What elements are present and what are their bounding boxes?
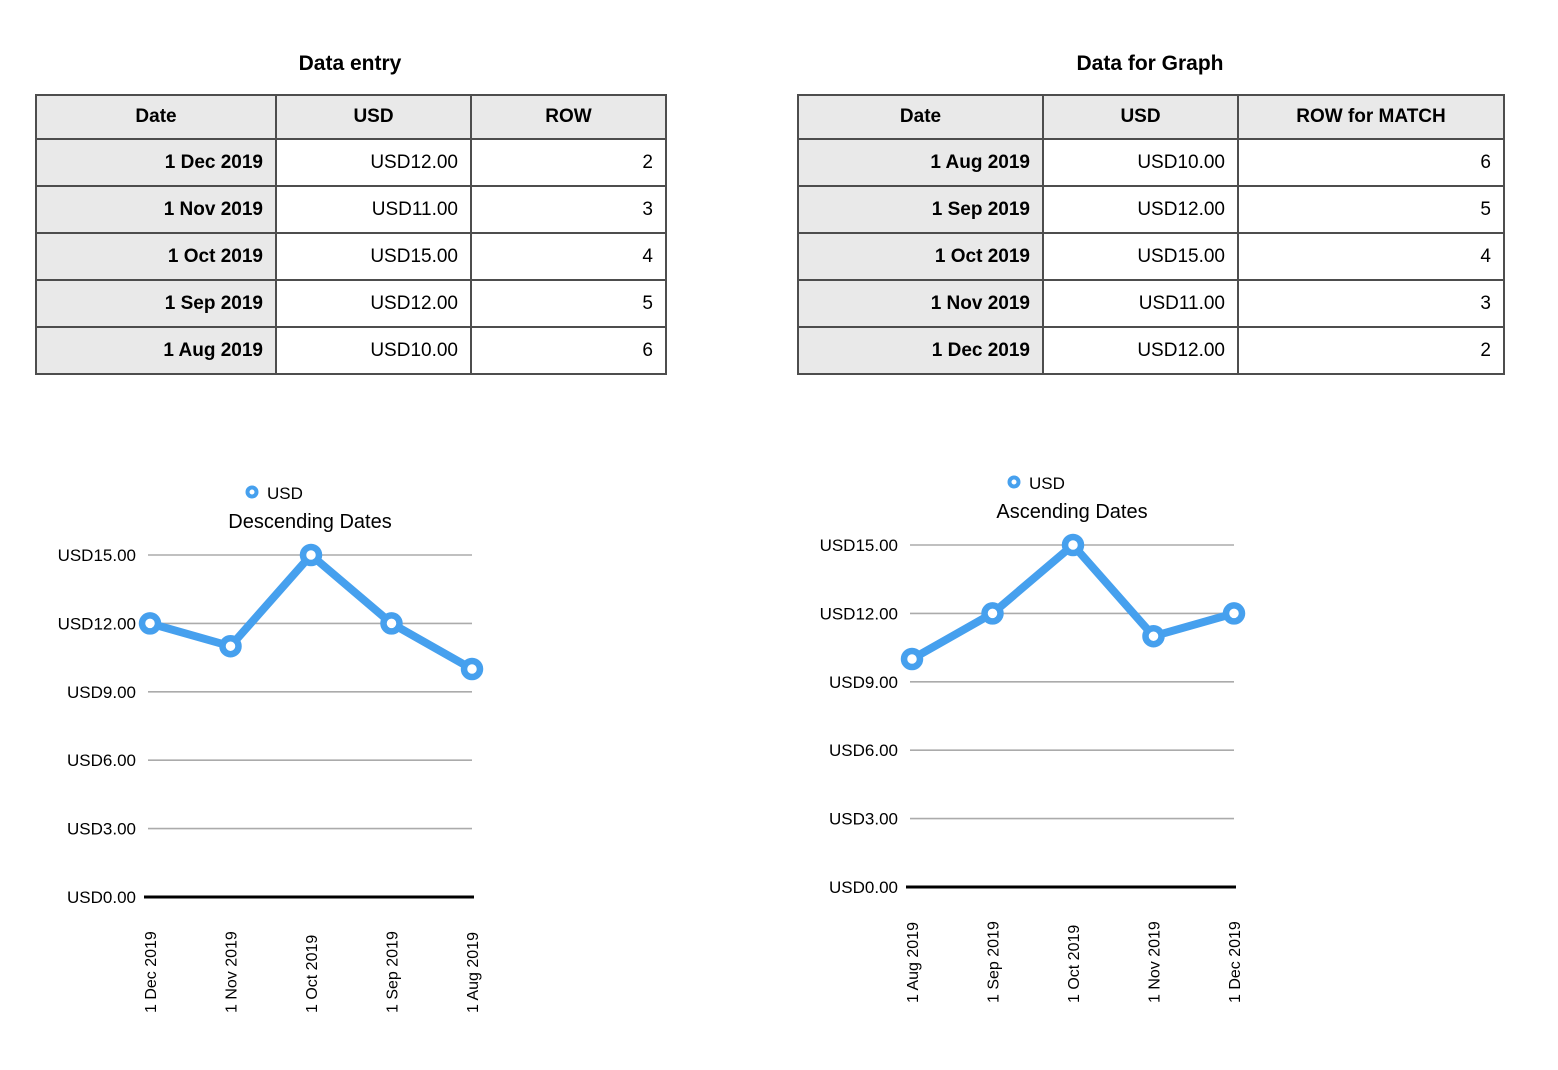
x-axis-tick-label: 1 Dec 2019 — [1227, 921, 1244, 1003]
cell-date: 1 Aug 2019 — [797, 138, 1044, 187]
data-point-marker — [460, 657, 484, 681]
header-row: Date USD ROW for MATCH — [797, 94, 1505, 140]
table-row: 1 Nov 2019 USD11.00 3 — [35, 185, 667, 234]
cell-usd: USD11.00 — [275, 185, 472, 234]
cell-row: 3 — [1237, 279, 1505, 328]
cell-row: 5 — [470, 279, 667, 328]
y-axis-tick-label: USD9.00 — [829, 673, 898, 692]
cell-date: 1 Dec 2019 — [35, 138, 277, 187]
table-row: 1 Oct 2019 USD15.00 4 — [35, 232, 667, 281]
cell-usd: USD10.00 — [275, 326, 472, 375]
cell-row: 3 — [470, 185, 667, 234]
descending-dates-chart: USD Descending Dates USD15.00 USD12.00 USD9.… — [58, 484, 484, 1013]
cell-usd: USD15.00 — [1042, 232, 1239, 281]
table-row: 1 Aug 2019 USD10.00 6 — [35, 326, 667, 375]
x-axis-tick-label: 1 Oct 2019 — [304, 935, 321, 1013]
data-for-graph-table: Date USD ROW for MATCH 1 Aug 2019 USD10.00 6… — [797, 94, 1505, 375]
legend-marker-icon — [245, 485, 259, 499]
cell-date: 1 Sep 2019 — [797, 185, 1044, 234]
cell-usd: USD12.00 — [275, 138, 472, 187]
table-row: 1 Sep 2019 USD12.00 5 — [797, 185, 1505, 234]
y-axis-tick-label: USD6.00 — [829, 741, 898, 760]
data-for-graph-section: Data for Graph Date USD ROW for MATCH 1 Au… — [797, 52, 1505, 375]
column-header: USD — [275, 94, 472, 140]
data-point-marker — [981, 602, 1004, 625]
x-axis-tick-label: 1 Aug 2019 — [465, 932, 482, 1013]
legend-label: USD — [267, 484, 303, 503]
cell-date: 1 Sep 2019 — [35, 279, 277, 328]
data-entry-table: Date USD ROW 1 Dec 2019 USD12.00 2 1 Nov 2019… — [35, 94, 667, 375]
chart-title: Ascending Dates — [996, 501, 1147, 523]
data-point-marker — [219, 634, 242, 658]
cell-usd: USD12.00 — [1042, 185, 1239, 234]
column-header: USD — [1042, 94, 1239, 140]
data-point-marker — [138, 612, 162, 635]
x-axis-tick-label: 1 Oct 2019 — [1066, 925, 1083, 1003]
series-line — [146, 551, 476, 673]
legend-marker-icon — [1007, 475, 1021, 489]
y-axis-tick-label: USD15.00 — [820, 536, 898, 555]
data-entry-section: Data entry Date USD ROW 1 Dec 2019 USD12.00… — [35, 52, 667, 375]
y-axis-tick-label: USD15.00 — [58, 546, 136, 565]
data-point-marker — [900, 647, 924, 671]
table-row: 1 Nov 2019 USD11.00 3 — [797, 279, 1505, 328]
chart-title: Descending Dates — [228, 511, 391, 533]
x-axis-tick-label: 1 Sep 2019 — [986, 921, 1003, 1003]
x-axis-tick-label: 1 Dec 2019 — [143, 931, 160, 1013]
x-axis-tick-label: 1 Nov 2019 — [224, 931, 241, 1013]
cell-date: 1 Aug 2019 — [35, 326, 277, 375]
x-axis-tick-label: 1 Aug 2019 — [905, 922, 922, 1003]
table-row: 1 Sep 2019 USD12.00 5 — [35, 279, 667, 328]
cell-date: 1 Nov 2019 — [797, 279, 1044, 328]
data-point-marker — [1061, 533, 1085, 557]
cell-usd: USD10.00 — [1042, 138, 1239, 187]
y-axis-tick-label: USD0.00 — [67, 888, 136, 907]
cell-date: 1 Oct 2019 — [797, 232, 1044, 281]
column-header: ROW for MATCH — [1237, 94, 1505, 140]
table-title-data-for-graph: Data for Graph — [1076, 52, 1224, 75]
ascending-dates-chart: USD Ascending Dates USD15.00 USD12.00 USD9.0… — [820, 474, 1246, 1003]
cell-usd: USD12.00 — [275, 279, 472, 328]
cell-usd: USD11.00 — [1042, 279, 1239, 328]
column-header: ROW — [470, 94, 667, 140]
y-axis-tick-label: USD12.00 — [58, 614, 136, 633]
series-line — [908, 541, 1238, 663]
table-title-data-entry: Data entry — [298, 52, 402, 75]
data-point-marker — [299, 543, 323, 567]
cell-date: 1 Oct 2019 — [35, 232, 277, 281]
y-axis-tick-label: USD6.00 — [67, 751, 136, 770]
cell-date: 1 Dec 2019 — [797, 326, 1044, 375]
table-row: 1 Aug 2019 USD10.00 6 — [797, 138, 1505, 187]
cell-row: 4 — [1237, 232, 1505, 281]
cell-row: 5 — [1237, 185, 1505, 234]
legend-label: USD — [1029, 474, 1065, 493]
y-axis-tick-label: USD3.00 — [67, 820, 136, 839]
x-axis-tick-label: 1 Nov 2019 — [1147, 921, 1164, 1003]
y-axis-tick-label: USD3.00 — [829, 810, 898, 829]
table-row: 1 Dec 2019 USD12.00 2 — [797, 326, 1505, 375]
table-row: 1 Oct 2019 USD15.00 4 — [797, 232, 1505, 281]
y-axis-tick-label: USD9.00 — [67, 683, 136, 702]
cell-usd: USD15.00 — [275, 232, 472, 281]
header-row: Date USD ROW — [35, 94, 667, 140]
cell-row: 2 — [470, 138, 667, 187]
data-point-marker — [1222, 602, 1246, 625]
cell-row: 6 — [470, 326, 667, 375]
data-point-marker — [380, 612, 403, 635]
cell-row: 6 — [1237, 138, 1505, 187]
cell-date: 1 Nov 2019 — [35, 185, 277, 234]
column-header: Date — [35, 94, 277, 140]
table-row: 1 Dec 2019 USD12.00 2 — [35, 138, 667, 187]
x-axis-tick-label: 1 Sep 2019 — [385, 931, 402, 1013]
y-axis-tick-label: USD12.00 — [820, 604, 898, 623]
cell-usd: USD12.00 — [1042, 326, 1239, 375]
y-axis-tick-label: USD0.00 — [829, 878, 898, 897]
data-point-marker — [1142, 624, 1165, 648]
cell-row: 2 — [1237, 326, 1505, 375]
cell-row: 4 — [470, 232, 667, 281]
column-header: Date — [797, 94, 1044, 140]
